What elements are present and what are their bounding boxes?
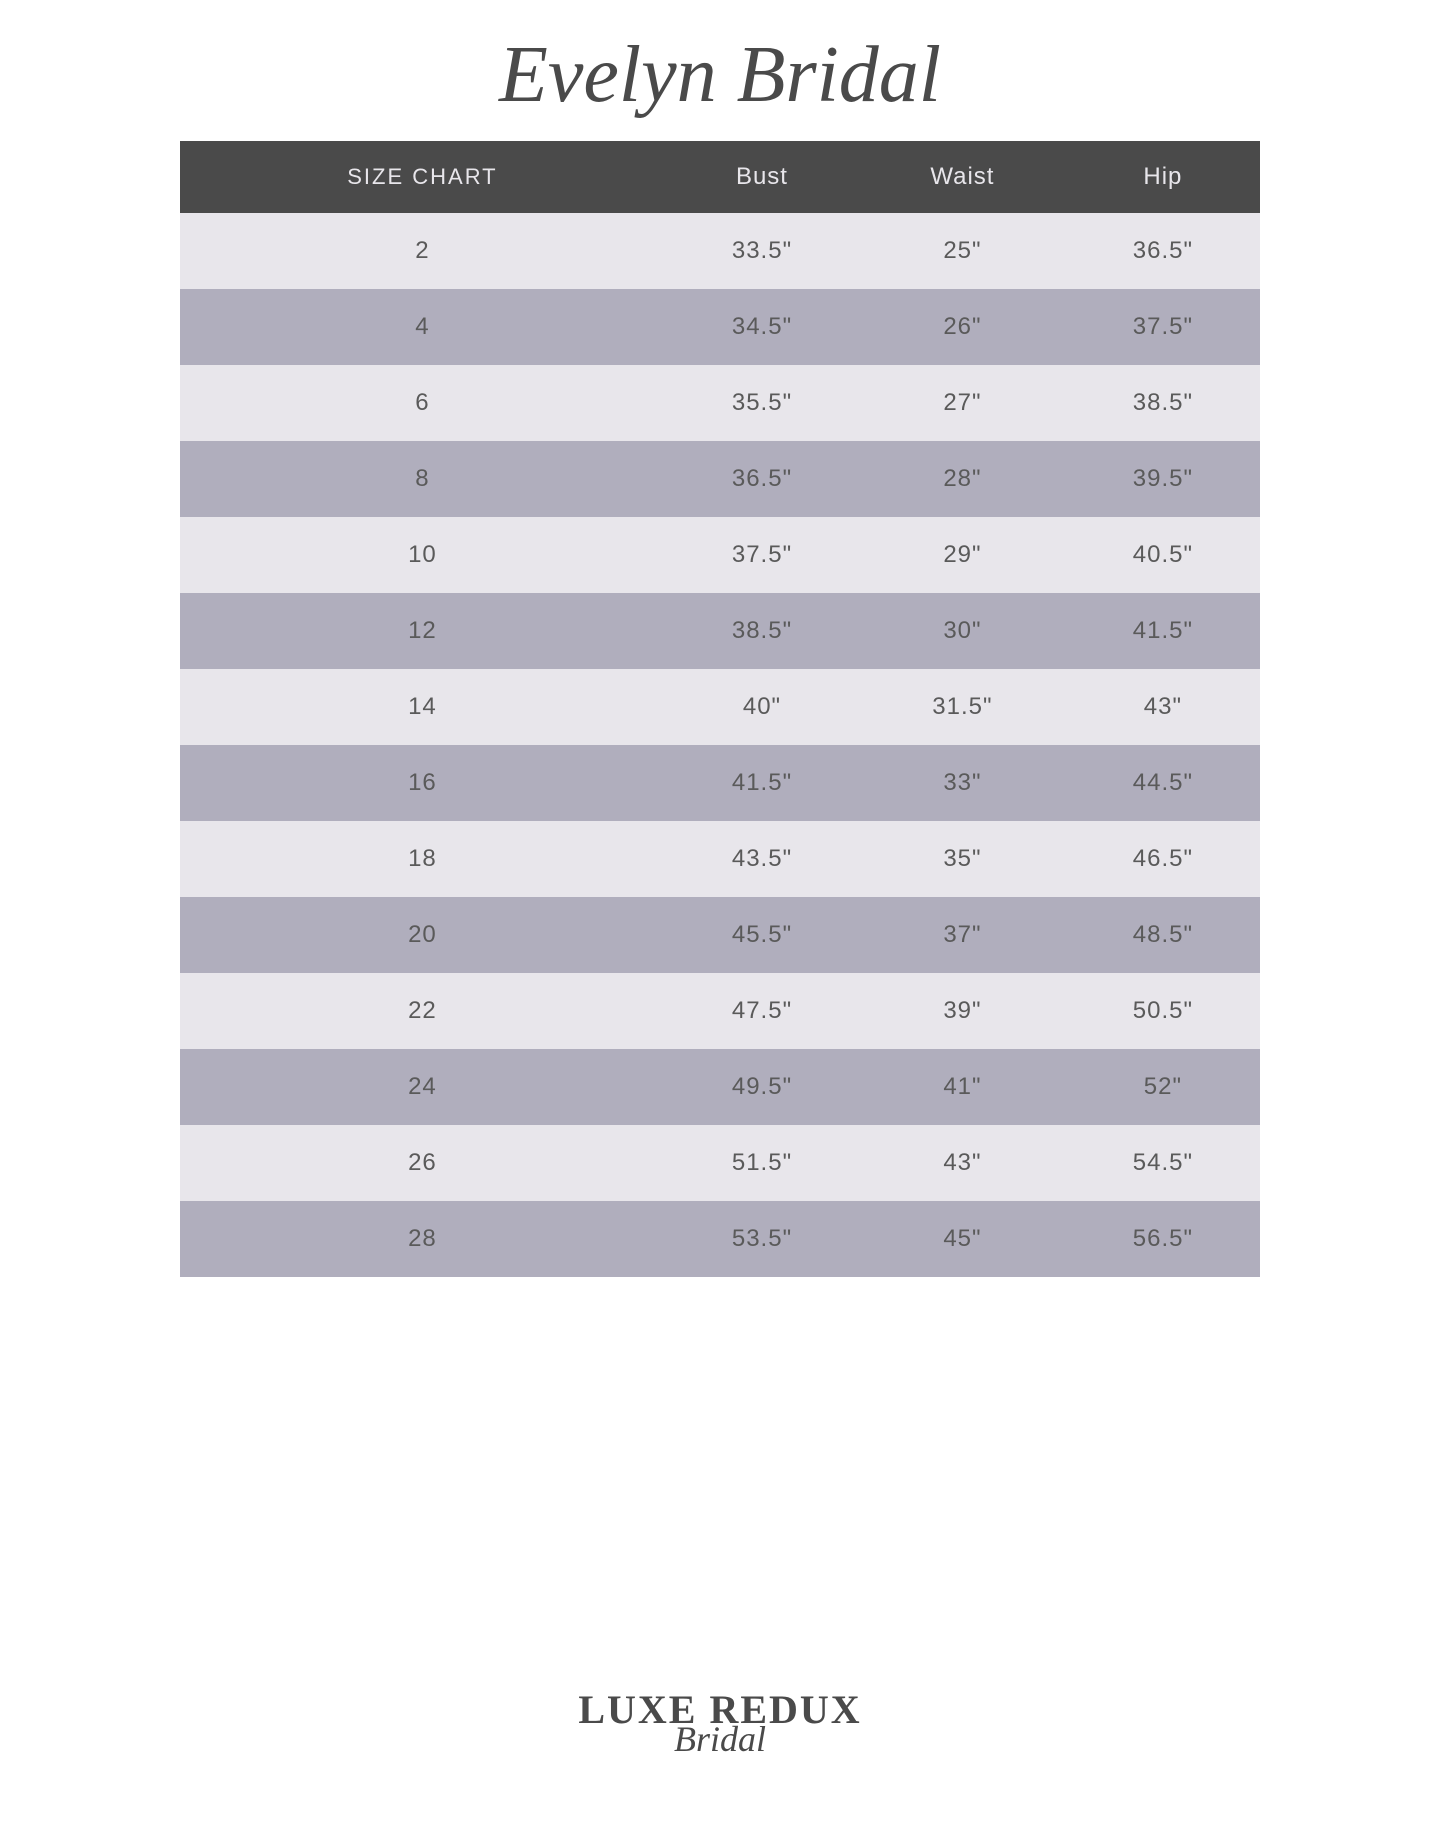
table-row: 22 47.5" 39" 50.5" [180, 973, 1260, 1049]
cell-waist: 27" [859, 365, 1066, 441]
cell-size: 28 [180, 1201, 665, 1277]
table-header-row: SIZE CHART Bust Waist Hip [180, 141, 1260, 213]
page-title: Evelyn Bridal [0, 30, 1440, 121]
cell-size: 4 [180, 289, 665, 365]
cell-size: 24 [180, 1049, 665, 1125]
cell-size: 20 [180, 897, 665, 973]
cell-waist: 33" [859, 745, 1066, 821]
cell-waist: 31.5" [859, 669, 1066, 745]
col-header-size: SIZE CHART [180, 141, 665, 213]
cell-bust: 53.5" [665, 1201, 859, 1277]
table-row: 20 45.5" 37" 48.5" [180, 897, 1260, 973]
cell-waist: 35" [859, 821, 1066, 897]
table-row: 14 40" 31.5" 43" [180, 669, 1260, 745]
cell-bust: 35.5" [665, 365, 859, 441]
table-body: 2 33.5" 25" 36.5" 4 34.5" 26" 37.5" 6 35… [180, 213, 1260, 1277]
table-row: 16 41.5" 33" 44.5" [180, 745, 1260, 821]
table-row: 12 38.5" 30" 41.5" [180, 593, 1260, 669]
cell-bust: 51.5" [665, 1125, 859, 1201]
cell-hip: 37.5" [1066, 289, 1260, 365]
cell-waist: 26" [859, 289, 1066, 365]
cell-bust: 49.5" [665, 1049, 859, 1125]
cell-bust: 38.5" [665, 593, 859, 669]
cell-bust: 41.5" [665, 745, 859, 821]
cell-bust: 36.5" [665, 441, 859, 517]
cell-waist: 28" [859, 441, 1066, 517]
size-chart-table: SIZE CHART Bust Waist Hip 2 33.5" 25" 36… [180, 141, 1260, 1277]
table-row: 18 43.5" 35" 46.5" [180, 821, 1260, 897]
table-row: 26 51.5" 43" 54.5" [180, 1125, 1260, 1201]
cell-bust: 33.5" [665, 213, 859, 289]
cell-bust: 37.5" [665, 517, 859, 593]
cell-hip: 48.5" [1066, 897, 1260, 973]
cell-waist: 30" [859, 593, 1066, 669]
footer-logo-sub: Bridal [0, 1718, 1440, 1760]
cell-hip: 44.5" [1066, 745, 1260, 821]
cell-waist: 45" [859, 1201, 1066, 1277]
cell-bust: 43.5" [665, 821, 859, 897]
cell-hip: 43" [1066, 669, 1260, 745]
cell-bust: 47.5" [665, 973, 859, 1049]
cell-hip: 39.5" [1066, 441, 1260, 517]
cell-hip: 56.5" [1066, 1201, 1260, 1277]
col-header-waist: Waist [859, 141, 1066, 213]
table-row: 8 36.5" 28" 39.5" [180, 441, 1260, 517]
cell-size: 16 [180, 745, 665, 821]
cell-hip: 41.5" [1066, 593, 1260, 669]
cell-size: 14 [180, 669, 665, 745]
cell-hip: 36.5" [1066, 213, 1260, 289]
cell-size: 12 [180, 593, 665, 669]
cell-hip: 54.5" [1066, 1125, 1260, 1201]
col-header-bust: Bust [665, 141, 859, 213]
cell-waist: 43" [859, 1125, 1066, 1201]
table-row: 10 37.5" 29" 40.5" [180, 517, 1260, 593]
footer-logo: LUXE REDUX Bridal [0, 1690, 1440, 1760]
cell-bust: 34.5" [665, 289, 859, 365]
table-row: 24 49.5" 41" 52" [180, 1049, 1260, 1125]
col-header-hip: Hip [1066, 141, 1260, 213]
cell-waist: 29" [859, 517, 1066, 593]
cell-size: 22 [180, 973, 665, 1049]
size-chart-table-wrap: SIZE CHART Bust Waist Hip 2 33.5" 25" 36… [180, 141, 1260, 1277]
cell-size: 2 [180, 213, 665, 289]
cell-size: 26 [180, 1125, 665, 1201]
cell-hip: 40.5" [1066, 517, 1260, 593]
cell-size: 18 [180, 821, 665, 897]
cell-bust: 40" [665, 669, 859, 745]
table-row: 2 33.5" 25" 36.5" [180, 213, 1260, 289]
cell-size: 8 [180, 441, 665, 517]
table-row: 6 35.5" 27" 38.5" [180, 365, 1260, 441]
cell-bust: 45.5" [665, 897, 859, 973]
cell-size: 6 [180, 365, 665, 441]
cell-size: 10 [180, 517, 665, 593]
table-row: 28 53.5" 45" 56.5" [180, 1201, 1260, 1277]
cell-hip: 50.5" [1066, 973, 1260, 1049]
cell-hip: 46.5" [1066, 821, 1260, 897]
table-row: 4 34.5" 26" 37.5" [180, 289, 1260, 365]
cell-hip: 52" [1066, 1049, 1260, 1125]
cell-waist: 25" [859, 213, 1066, 289]
cell-waist: 37" [859, 897, 1066, 973]
cell-hip: 38.5" [1066, 365, 1260, 441]
cell-waist: 41" [859, 1049, 1066, 1125]
cell-waist: 39" [859, 973, 1066, 1049]
